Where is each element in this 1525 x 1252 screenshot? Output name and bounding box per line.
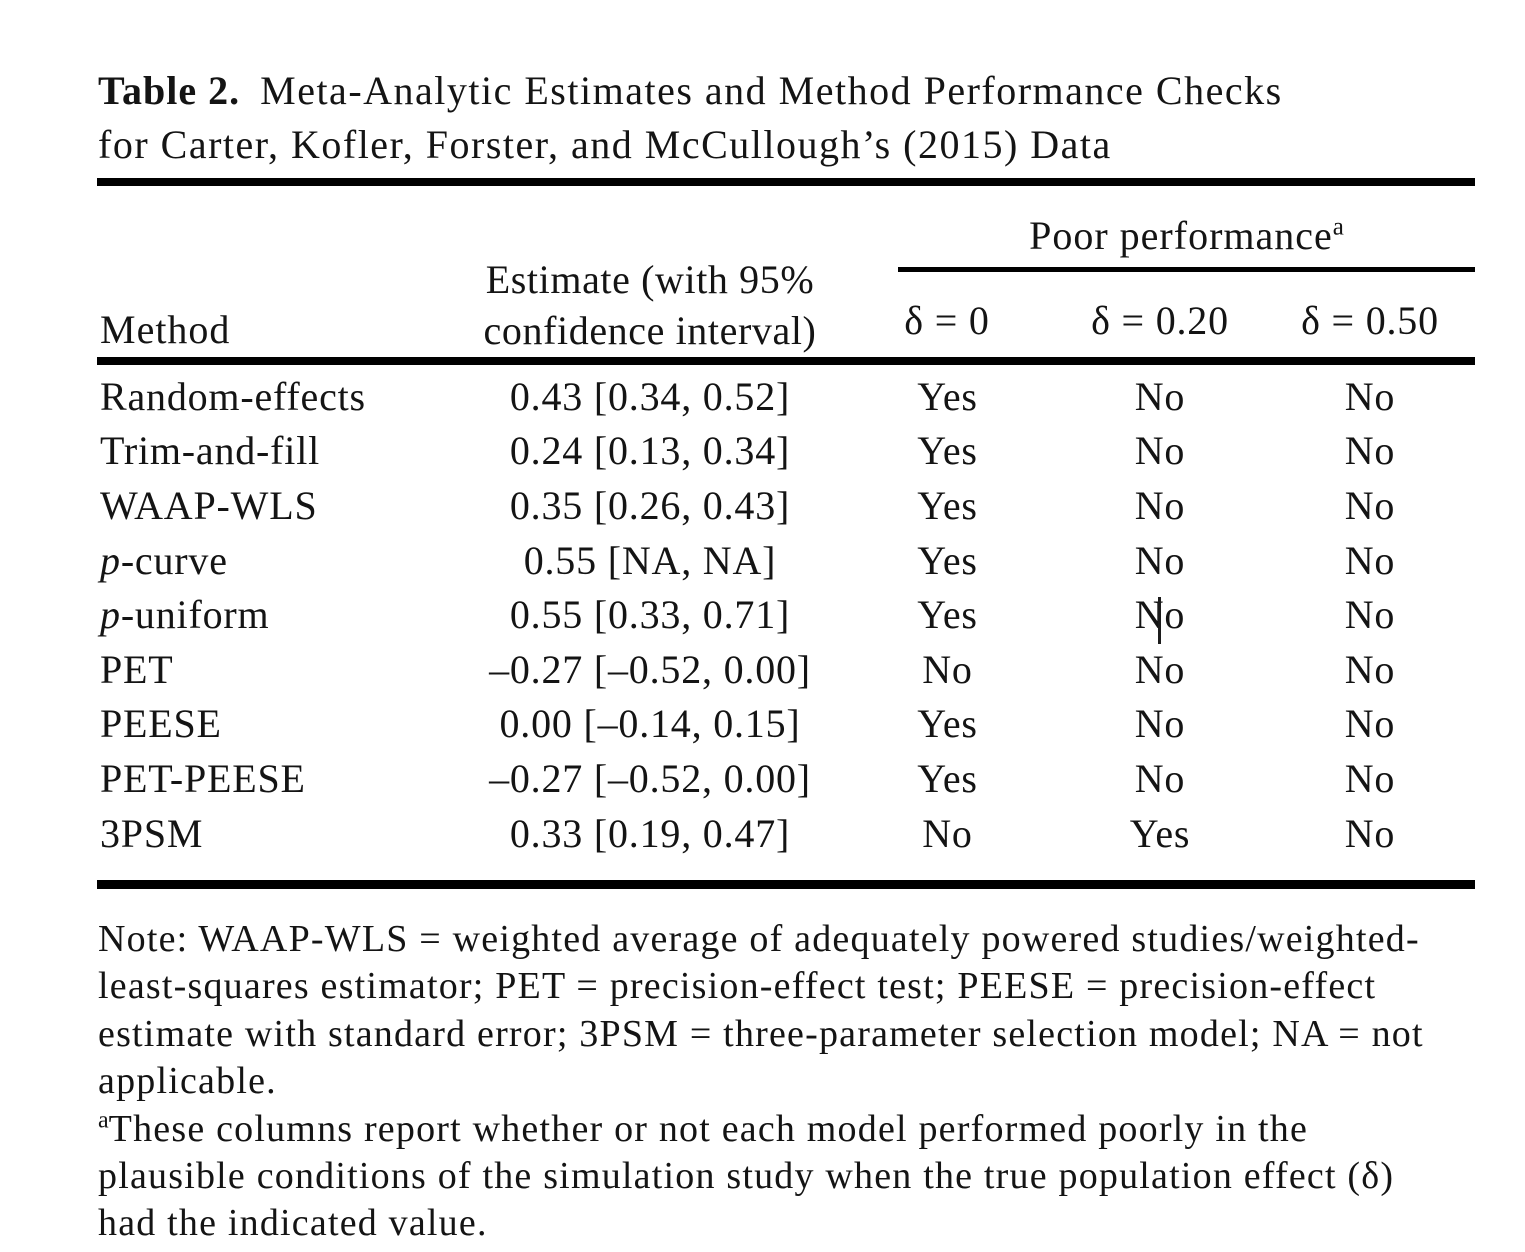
estimate-cell: 0.55 [0.33, 0.71] [509,592,791,638]
table-body: Random-effects 0.43 [0.34, 0.52] Yes No … [98,369,1475,860]
note-line: estimate with standard error; 3PSM = thr… [98,1012,1424,1055]
delta050-cell: No [1344,537,1396,583]
estimate-cell: –0.27 [–0.52, 0.00] [489,646,811,692]
estimate-cell: 0.35 [0.26, 0.43] [509,482,791,528]
spanner-header: Poor performancea [898,212,1475,259]
method-label: WAAP-WLS [100,482,318,528]
spanner-rule [898,267,1475,272]
estimate-header-line2: confidence interval) [483,308,817,353]
spanner-label: Poor performance [1029,213,1333,258]
method-cell: p-uniform [98,591,460,638]
method-column-header: Method [100,307,231,352]
method-cell: PET-PEESE [98,755,460,802]
method-label: Random-effects [100,373,366,419]
note-line: Note: WAAP-WLS = weighted average of ade… [98,918,1420,960]
delta0-cell: Yes [917,428,978,474]
delta0-cell: Yes [917,755,978,801]
delta050-cell: No [1344,755,1396,801]
method-cell: Trim-and-fill [98,427,460,474]
method-cell: 3PSM [98,810,460,857]
delta020-cell: No [1134,701,1186,747]
delta020-cell: No [1134,646,1186,692]
delta020-column-header: δ = 0.20 [1091,298,1229,343]
delta020-cell: Yes [1129,810,1191,856]
delta0-cell: Yes [917,592,978,638]
delta0-cell: Yes [917,537,978,583]
delta0-column-header: δ = 0 [904,298,990,343]
delta020-cell: No [1134,537,1186,583]
delta0-cell: No [922,810,973,856]
delta050-column-header: δ = 0.50 [1301,298,1439,343]
estimate-cell: –0.27 [–0.52, 0.00] [489,755,811,801]
delta020-cell: No [1134,755,1186,801]
table-title-text-line1: Meta-Analytic Estimates and Method Perfo… [260,68,1283,113]
estimate-cell: 0.43 [0.34, 0.52] [509,373,791,419]
note-line: least-squares estimator; PET = precision… [98,965,1377,1008]
method-label: -curve [120,537,228,583]
table-top-rule [97,178,1475,186]
delta050-cell: No [1344,373,1396,419]
method-cell: PET [98,646,460,693]
method-label: 3PSM [100,810,204,856]
delta050-cell: No [1344,482,1396,528]
delta0-cell: No [922,646,973,692]
delta020-cell: No [1134,373,1186,419]
method-label: PEESE [100,701,222,747]
delta050-cell: No [1344,428,1396,474]
method-label: Trim-and-fill [100,428,321,474]
estimate-cell: 0.55 [NA, NA] [523,537,777,583]
estimate-header-line1: Estimate (with 95% [485,257,815,302]
footnote-line: plausible conditions of the simulation s… [98,1155,1395,1198]
header-body-rule [97,357,1475,365]
footnote-text: These columns report whether or not each… [108,1107,1309,1150]
method-cell: PEESE [98,700,460,747]
delta020-cell: No [1134,482,1186,528]
delta0-cell: Yes [917,373,978,419]
method-cell: p-curve [98,537,460,584]
table-notes: Note: WAAP-WLS = weighted average of ade… [98,916,1498,1248]
text-caret-artifact [1158,597,1161,644]
delta0-cell: Yes [917,482,978,528]
footnote-line: had the indicated value. [98,1202,488,1245]
delta050-cell: No [1344,810,1396,856]
method-italic-prefix: p [100,537,121,583]
method-cell: Random-effects [98,373,460,420]
footnote-line: aThese columns report whether or not eac… [98,1106,1498,1153]
table-number: Table 2. [98,68,241,113]
delta050-cell: No [1344,646,1396,692]
note-line: applicable. [98,1060,277,1103]
estimate-column-header: Estimate (with 95% confidence interval) [455,254,845,356]
method-cell: WAAP-WLS [98,482,460,529]
delta050-cell: No [1344,701,1396,747]
method-italic-prefix: p [100,592,121,638]
method-label: -uniform [120,592,270,638]
delta020-cell: No [1134,428,1186,474]
table-bottom-rule [97,880,1475,889]
footnote-marker: a [98,1106,109,1133]
table-title-text-line2: for Carter, Kofler, Forster, and McCullo… [98,122,1112,167]
estimate-cell: 0.33 [0.19, 0.47] [509,810,791,856]
delta0-cell: Yes [917,701,978,747]
table-title: Table 2. Meta-Analytic Estimates and Meth… [98,64,1488,172]
estimate-cell: 0.00 [–0.14, 0.15] [499,701,801,747]
method-label: PET [100,646,174,692]
table-title-line1: Table 2. Meta-Analytic Estimates and Meth… [98,64,1488,118]
delta050-cell: No [1344,592,1396,638]
estimate-cell: 0.24 [0.13, 0.34] [509,428,791,474]
spanner-footnote-marker: a [1332,213,1344,241]
method-label: PET-PEESE [100,755,306,801]
